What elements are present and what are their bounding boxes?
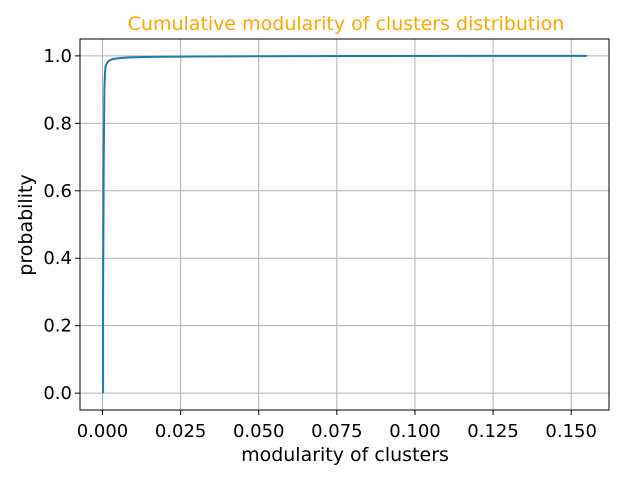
x-tick-label: 0.125	[467, 421, 519, 442]
y-tick-label: 0.0	[43, 383, 72, 404]
y-tick-label: 0.2	[43, 316, 72, 337]
axis-ticks: 0.000 0.025 0.050 0.075 0.100 0.125 0.150 0.0 0.…	[43, 46, 597, 442]
x-tick-label: 0.075	[311, 421, 363, 442]
x-tick-label: 0.025	[155, 421, 207, 442]
series-lines	[102, 54, 587, 394]
x-tick-label: 0.050	[233, 421, 285, 442]
grid	[80, 39, 609, 410]
x-tick-label: 0.100	[389, 421, 441, 442]
y-tick-label: 0.4	[43, 248, 72, 269]
series-line-0	[102, 54, 587, 394]
x-axis-label: modularity of clusters	[241, 444, 449, 466]
plot-frame	[79, 38, 610, 411]
chart-title: Cumulative modularity of clusters distri…	[128, 13, 565, 35]
y-tick-label: 0.6	[43, 181, 72, 202]
y-tick-label: 1.0	[43, 46, 72, 67]
x-tick-label: 0.000	[77, 421, 129, 442]
y-axis-label: probability	[15, 174, 37, 275]
x-tick-label: 0.150	[545, 421, 597, 442]
y-tick-label: 0.8	[43, 113, 72, 134]
